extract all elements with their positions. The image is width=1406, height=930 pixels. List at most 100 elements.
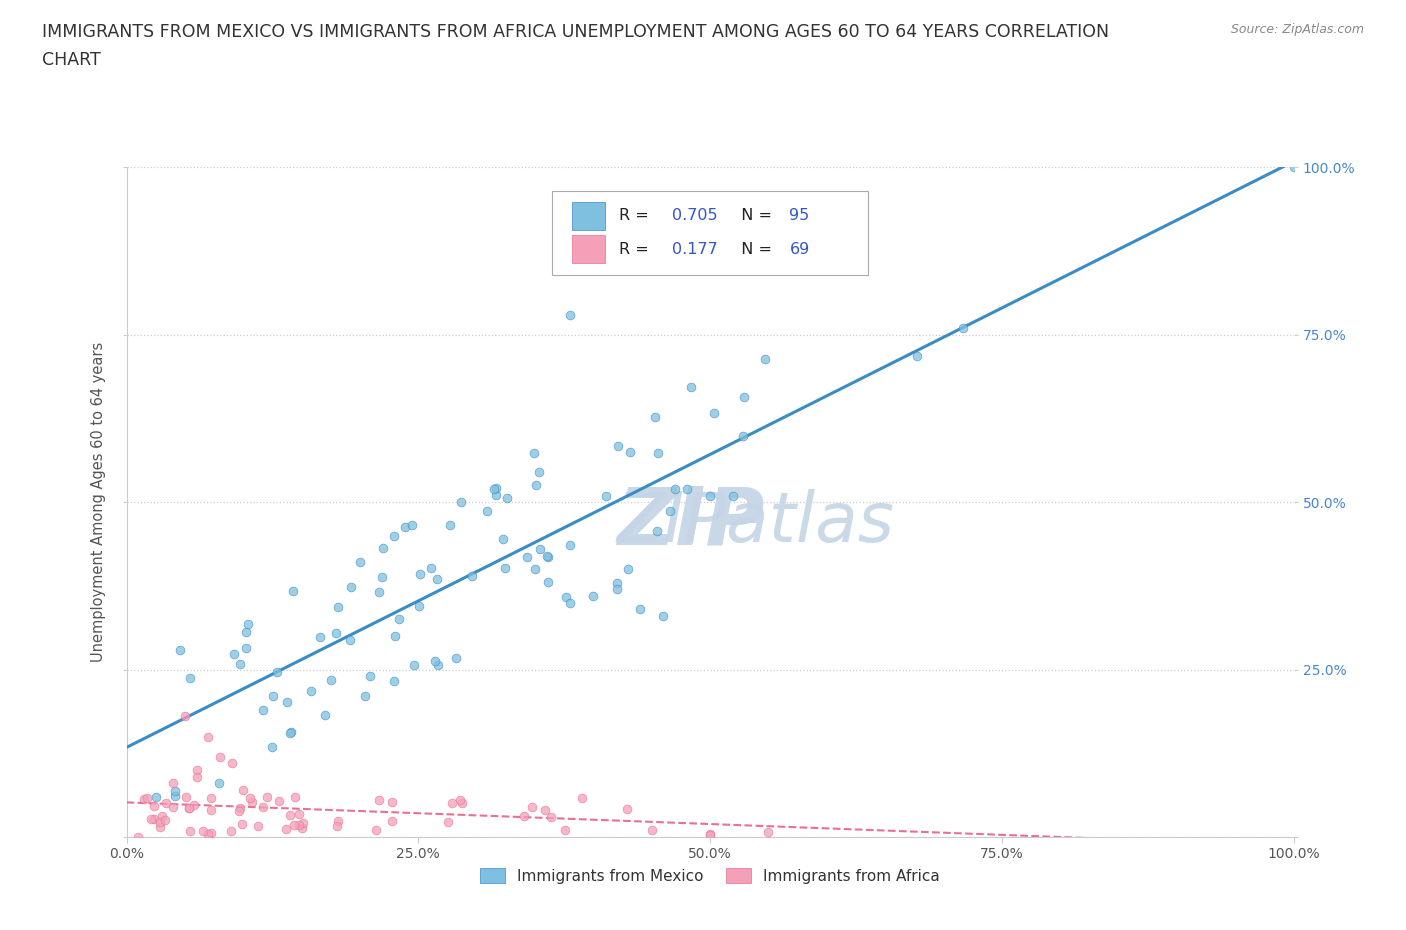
Point — [284, 790, 307, 804]
Point — [280, 724, 302, 739]
Point — [276, 695, 298, 710]
Point — [537, 550, 560, 565]
Point — [339, 633, 361, 648]
Point — [437, 814, 460, 829]
Point — [252, 703, 274, 718]
Text: R =: R = — [619, 208, 654, 223]
Point — [582, 589, 605, 604]
Point — [162, 800, 184, 815]
Point — [326, 600, 349, 615]
Y-axis label: Unemployment Among Ages 60 to 64 years: Unemployment Among Ages 60 to 64 years — [91, 342, 107, 662]
Point — [359, 669, 381, 684]
Point — [367, 584, 389, 599]
Point — [283, 583, 305, 598]
Point — [169, 643, 191, 658]
Point — [441, 795, 464, 810]
Point — [647, 445, 669, 460]
Point — [231, 817, 253, 831]
Point — [451, 795, 474, 810]
Point — [235, 625, 257, 640]
Point — [366, 822, 388, 837]
Point — [475, 504, 498, 519]
Point — [370, 570, 392, 585]
Point — [309, 630, 332, 644]
Point — [291, 816, 314, 830]
Point — [224, 646, 246, 661]
Text: N =: N = — [731, 242, 778, 257]
Text: 95: 95 — [789, 208, 810, 223]
Point — [349, 554, 371, 569]
Point — [595, 489, 617, 504]
Point — [527, 464, 550, 479]
Point — [558, 307, 581, 322]
Point — [155, 795, 177, 810]
Point — [135, 790, 157, 805]
Point — [439, 518, 461, 533]
Point — [482, 481, 505, 496]
Point — [628, 602, 651, 617]
Point — [283, 818, 305, 833]
Point — [733, 390, 755, 405]
Point — [274, 821, 297, 836]
Point — [536, 549, 558, 564]
Point — [179, 671, 201, 685]
Point — [177, 801, 200, 816]
Point — [616, 802, 638, 817]
Point — [299, 684, 322, 698]
Point — [339, 579, 361, 594]
Point — [127, 830, 149, 844]
Point — [733, 429, 755, 444]
Point — [381, 814, 404, 829]
Text: IMMIGRANTS FROM MEXICO VS IMMIGRANTS FROM AFRICA UNEMPLOYMENT AMONG AGES 60 TO 6: IMMIGRANTS FROM MEXICO VS IMMIGRANTS FRO… — [42, 23, 1109, 41]
Point — [200, 803, 222, 817]
Text: 0.177: 0.177 — [672, 242, 717, 257]
Point — [524, 477, 547, 492]
Point — [420, 561, 443, 576]
Point — [394, 519, 416, 534]
Legend: Immigrants from Mexico, Immigrants from Africa: Immigrants from Mexico, Immigrants from … — [474, 861, 946, 890]
Point — [659, 504, 682, 519]
Point — [145, 790, 167, 804]
Point — [520, 800, 543, 815]
Text: 0.705: 0.705 — [672, 208, 717, 223]
Point — [555, 590, 578, 604]
Point — [278, 725, 301, 740]
Point — [381, 794, 404, 809]
Point — [197, 729, 219, 744]
Point — [221, 756, 243, 771]
Point — [485, 480, 508, 495]
Point — [644, 409, 666, 424]
Point — [287, 806, 309, 821]
Point — [537, 575, 560, 590]
Point — [560, 538, 582, 552]
Point — [533, 803, 555, 817]
Point — [219, 824, 242, 839]
Point — [287, 817, 309, 832]
Point — [404, 658, 426, 672]
Point — [262, 739, 284, 754]
Point — [200, 790, 222, 805]
Point — [461, 568, 484, 583]
Point — [558, 595, 581, 610]
Point — [554, 822, 576, 837]
Point — [382, 529, 405, 544]
Text: ZIP: ZIP — [617, 484, 763, 562]
Text: ZIPatlas: ZIPatlas — [617, 489, 894, 556]
Point — [179, 823, 201, 838]
Point — [384, 673, 406, 688]
Point — [619, 445, 641, 459]
Point — [142, 799, 165, 814]
Text: Source: ZipAtlas.com: Source: ZipAtlas.com — [1230, 23, 1364, 36]
Point — [200, 826, 222, 841]
Point — [149, 819, 172, 834]
Text: CHART: CHART — [42, 51, 101, 69]
Point — [208, 750, 231, 764]
Point — [607, 439, 630, 454]
Point — [367, 792, 389, 807]
Point — [423, 654, 446, 669]
Point — [325, 625, 347, 640]
Point — [149, 815, 172, 830]
Point — [675, 482, 697, 497]
Point — [252, 800, 274, 815]
Point — [723, 488, 745, 503]
